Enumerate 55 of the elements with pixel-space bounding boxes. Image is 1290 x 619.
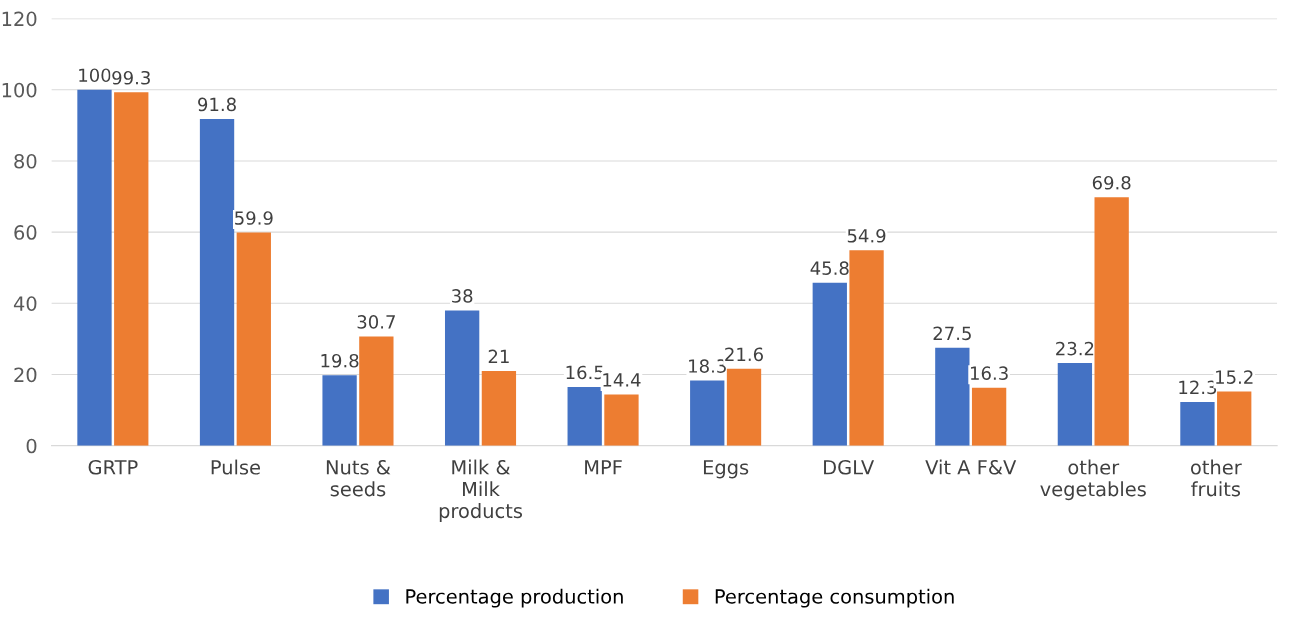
data-label: 91.8 [198, 97, 236, 112]
data-label: 14.4 [603, 373, 641, 387]
y-tick-label: 0 [26, 438, 37, 454]
y-tick-label: 120 [2, 11, 37, 27]
bar [1094, 197, 1129, 446]
legend-label: Percentage consumption [715, 588, 954, 608]
data-label: 54.9 [847, 228, 886, 243]
bar [444, 310, 480, 446]
x-tick-label: Vit A F&V [925, 459, 1017, 475]
data-label: 100 [79, 68, 111, 83]
x-tick-label: Nuts & seeds [326, 459, 391, 497]
bar [604, 394, 639, 446]
bar [236, 232, 271, 446]
bar [567, 386, 602, 446]
bar [849, 250, 884, 446]
data-label: 99.3 [112, 70, 150, 85]
data-label: 23.2 [1056, 341, 1094, 356]
data-label: 27.5 [933, 326, 971, 341]
x-tick-label: MPF [585, 460, 622, 475]
bar [77, 89, 112, 446]
bar [726, 368, 762, 446]
bar [359, 336, 394, 446]
data-label: 21 [488, 349, 509, 364]
data-label: 30.7 [357, 315, 395, 329]
data-label: 38 [452, 289, 473, 303]
data-label: 45.8 [810, 261, 849, 275]
bar [1057, 363, 1093, 446]
y-tick-label: 60 [14, 225, 37, 240]
bar [1180, 401, 1215, 446]
x-tick-label: Milk & Milk products [439, 459, 523, 522]
x-tick-label: GRTP [88, 459, 138, 475]
y-tick-label: 20 [14, 367, 37, 383]
data-label: 59.9 [235, 211, 273, 225]
y-tick-label: 100 [2, 82, 37, 98]
bar [690, 380, 725, 446]
y-tick-label: 80 [14, 153, 37, 169]
bar [114, 92, 149, 446]
x-tick-label: DGLV [824, 459, 875, 475]
data-label: 19.8 [321, 353, 359, 368]
bar [935, 347, 970, 446]
x-tick-label: Pulse [211, 459, 260, 475]
y-tick-label: 40 [13, 296, 37, 311]
bar [812, 282, 847, 446]
x-tick-label: other fruits [1191, 459, 1242, 497]
x-tick-label: other vegetables [1040, 459, 1146, 501]
x-tick-label: Eggs [703, 460, 749, 479]
data-label: 16.3 [970, 366, 1008, 380]
data-label: 18.3 [689, 359, 726, 373]
legend-label: Percentage production [406, 588, 623, 608]
data-label: 69.8 [1092, 175, 1131, 190]
data-label: 15.2 [1216, 370, 1253, 384]
bar [322, 375, 357, 446]
bar [199, 118, 235, 446]
bar [481, 370, 517, 446]
data-label: 21.6 [725, 347, 763, 362]
